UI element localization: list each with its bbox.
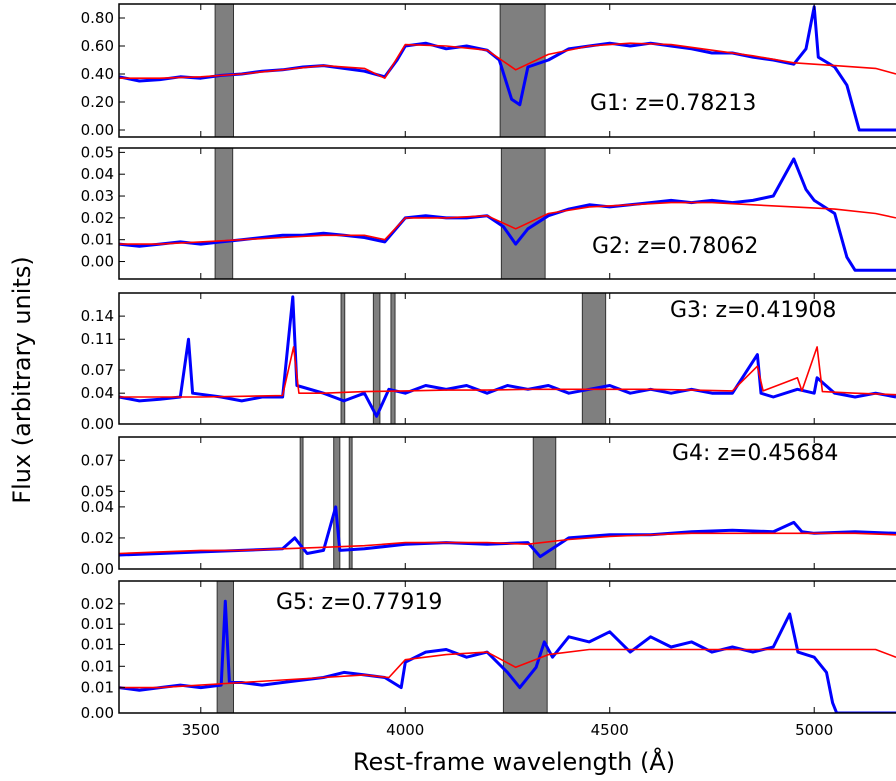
masked-region bbox=[581, 293, 607, 424]
model-spectrum-line bbox=[119, 648, 896, 689]
y-tick-label: 0.05 bbox=[81, 482, 114, 500]
x-tick-label: 5000 bbox=[795, 721, 833, 739]
y-tick-label: 0.80 bbox=[81, 9, 114, 27]
panel-1: 0.80 0.60 0.40 0.20 0.00 G1: z=0.78213 bbox=[81, 3, 896, 139]
y-tick-label: 0.07 bbox=[81, 451, 114, 469]
panel-label: G1: z=0.78213 bbox=[590, 91, 756, 116]
y-tick-label: 0.03 bbox=[81, 187, 114, 205]
masked-region bbox=[372, 293, 381, 424]
masked-region bbox=[214, 148, 234, 279]
y-tick-label: 0.00 bbox=[81, 121, 114, 139]
y-tick-label: 0.02 bbox=[81, 209, 114, 227]
y-tick-label: 0.01 bbox=[81, 657, 114, 675]
x-tick-label: 4500 bbox=[591, 721, 629, 739]
x-tick-label: 3500 bbox=[182, 721, 220, 739]
y-tick-label: 0.20 bbox=[81, 93, 114, 111]
panel-4: 0.07 0.050.04 0.02 0.00 G4: z=0.45684 bbox=[81, 436, 896, 578]
y-tick-label: 0.40 bbox=[81, 65, 114, 83]
x-tick-label: 4000 bbox=[386, 721, 424, 739]
panel-2: 0.05 0.04 0.03 0.02 0.01 0.00 G2: z=0.78062 bbox=[81, 143, 896, 280]
y-tick-label: 0.00 bbox=[81, 415, 114, 433]
y-tick-label: 0.05 bbox=[81, 143, 114, 161]
panel-data bbox=[119, 4, 896, 137]
masked-region bbox=[340, 293, 346, 424]
y-tick-label: 0.14 bbox=[81, 307, 114, 325]
y-tick-label: 0.04 bbox=[81, 165, 114, 183]
masked-region bbox=[333, 437, 341, 569]
masked-region bbox=[390, 293, 396, 424]
y-tick-label: 0.07 bbox=[81, 361, 114, 379]
y-tick-label: 0.04 bbox=[81, 498, 114, 516]
panel-frame bbox=[118, 436, 896, 570]
x-axis-title: Rest-frame wavelength (Å) bbox=[353, 747, 675, 776]
panel-frame bbox=[118, 147, 896, 280]
masked-region bbox=[214, 4, 235, 137]
panel-label: G3: z=0.41908 bbox=[670, 298, 836, 323]
panel-frame bbox=[118, 580, 896, 714]
panel-data bbox=[119, 293, 896, 424]
y-tick-label: 0.00 bbox=[81, 704, 114, 722]
panel-label: G5: z=0.77919 bbox=[276, 590, 442, 615]
masked-region bbox=[500, 148, 546, 279]
y-tick-label: 0.02 bbox=[81, 529, 114, 547]
panel-data bbox=[119, 148, 896, 279]
panel-data bbox=[119, 581, 896, 713]
panel-data bbox=[119, 437, 896, 569]
model-spectrum-line bbox=[119, 42, 896, 79]
y-axis-title: Flux (arbitrary units) bbox=[8, 256, 36, 503]
model-spectrum-line bbox=[119, 201, 896, 245]
panel-frame bbox=[118, 3, 896, 138]
y-tick-label: 0.11 bbox=[81, 330, 114, 348]
panel-5: 0.02 0.01 0.01 0.01 0.01 0.00 3500 4000 4500 5000… bbox=[81, 580, 896, 739]
masked-region bbox=[502, 581, 548, 713]
masked-region bbox=[499, 4, 546, 137]
y-tick-label: 0.01 bbox=[81, 635, 114, 653]
y-tick-label: 0.02 bbox=[81, 595, 114, 613]
panel-label: G4: z=0.45684 bbox=[672, 441, 838, 466]
masked-region bbox=[299, 437, 304, 569]
masked-region bbox=[348, 437, 353, 569]
y-tick-label: 0.60 bbox=[81, 37, 114, 55]
y-tick-label: 0.00 bbox=[81, 253, 114, 271]
model-spectrum-line bbox=[119, 532, 896, 555]
panel-frame bbox=[118, 292, 896, 425]
y-tick-label: 0.04 bbox=[81, 384, 114, 402]
model-spectrum-line bbox=[119, 346, 896, 398]
panel-label: G2: z=0.78062 bbox=[592, 234, 758, 259]
panel-3: 0.14 0.11 0.07 0.04 0.00 G3: z=0.41908 bbox=[81, 292, 896, 433]
y-tick-label: 0.01 bbox=[81, 679, 114, 697]
observed-spectrum-line bbox=[119, 505, 896, 559]
y-tick-label: 0.01 bbox=[81, 231, 114, 249]
masked-region bbox=[532, 437, 557, 569]
y-tick-label: 0.01 bbox=[81, 615, 114, 633]
y-tick-label: 0.00 bbox=[81, 560, 114, 578]
